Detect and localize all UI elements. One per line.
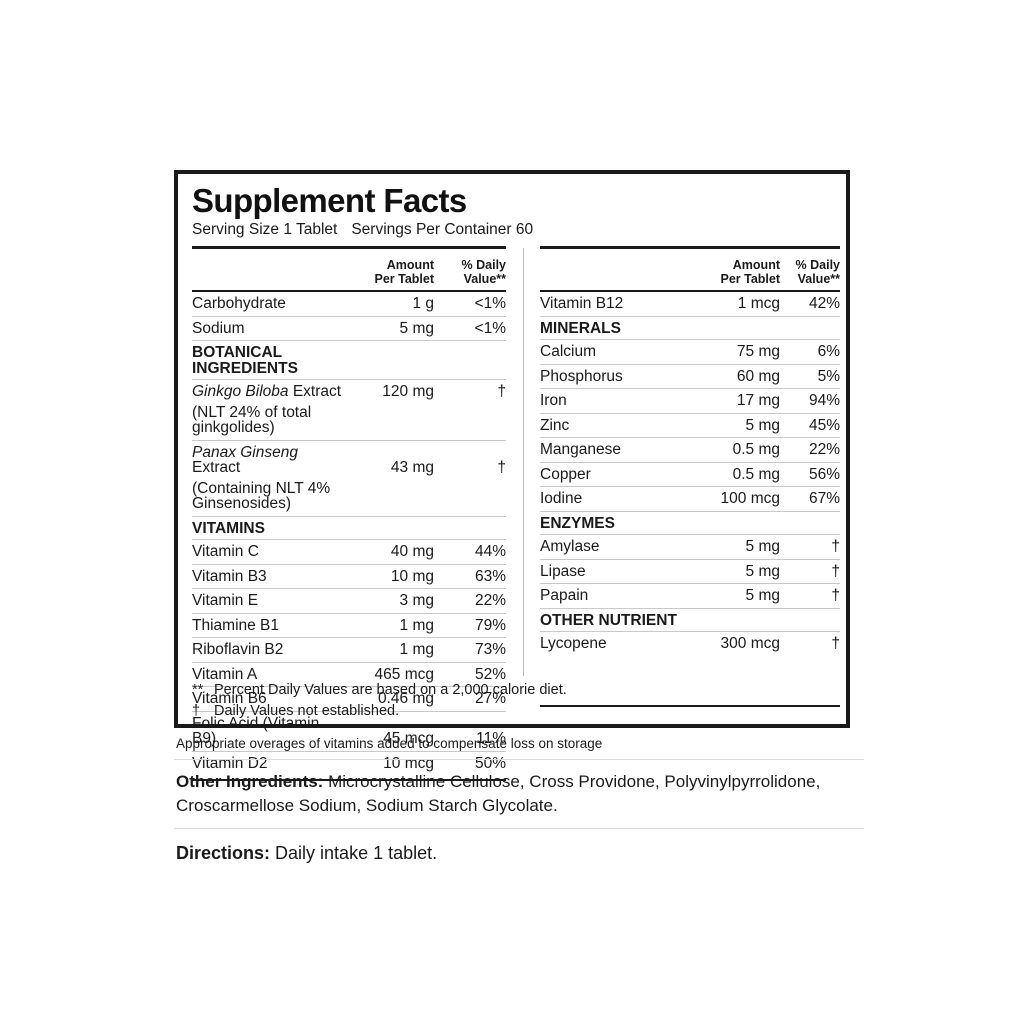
directions-text: Daily intake 1 tablet.	[270, 843, 438, 864]
table-row: Zinc 5 mg 45%	[540, 412, 840, 438]
nutrition-column-right: Amount Per Tablet % Daily Value**	[532, 246, 840, 724]
footnote-percent-daily-value: ** Percent Daily Values are based on a 2…	[192, 680, 692, 701]
nutrition-columns: Amount Per Tablet % Daily Value**	[192, 246, 840, 781]
header-amount-line2: Per Tablet	[374, 272, 434, 286]
other-ingredients-block: Other Ingredients: Microcrystalline Cell…	[174, 760, 864, 828]
table-row: Vitamin C 40 mg 44%	[192, 539, 506, 564]
header-dv-line2: Value**	[463, 272, 506, 286]
table-row: Folic Acid (Vitamin B9) 45 mcg 11%	[192, 710, 506, 751]
ingredient-subtext: (NLT 24% of total ginkgolides)	[192, 403, 312, 436]
ingredient-subtext: (Containing NLT 4% Ginsenosides)	[192, 479, 331, 512]
table-row: Papain 5 mg †	[540, 583, 840, 608]
serving-size-text: Serving Size 1 Tablet	[192, 220, 338, 238]
table-row: Carbohydrate 1 g <1%	[192, 295, 506, 312]
serving-info: Serving Size 1 Tablet Servings Per Contai…	[192, 221, 832, 240]
header-amount-line1: Amount	[732, 258, 780, 272]
directions-block: Directions: Daily intake 1 tablet.	[174, 829, 864, 877]
below-panel-content: Appropriate overages of vitamins added t…	[174, 732, 864, 877]
table-row: Vitamin E 3 mg 22%	[192, 588, 506, 613]
table-row: Sodium 5 mg <1%	[192, 315, 506, 341]
header-amount: Amount Per Tablet	[688, 255, 780, 291]
directions-label: Directions:	[176, 843, 271, 864]
ingredient-name-ginkgo: Ginkgo Biloba Extract	[192, 379, 342, 404]
table-row: Lycopene 300 mcg †	[540, 631, 840, 656]
table-row: Vitamin D2 10 mcg 50%	[192, 750, 506, 775]
footnote-mark-dagger: †	[192, 702, 201, 719]
scientific-name: Panax Ginseng	[192, 443, 298, 461]
table-row: Vitamin A 465 mcg 52%	[192, 661, 506, 687]
overages-note: Appropriate overages of vitamins added t…	[176, 736, 603, 751]
header-daily-value: % Daily Value**	[780, 255, 840, 291]
table-row: Riboflavin B2 1 mg 73%	[192, 637, 506, 662]
table-row: Amylase 5 mg †	[540, 534, 840, 559]
column-end-rule-left	[192, 779, 506, 781]
column-end-rule-right	[540, 704, 840, 707]
table-row: Thiamine B1 1 mg 79%	[192, 612, 506, 638]
column-divider	[514, 246, 532, 724]
scientific-name: Ginkgo Biloba	[192, 383, 289, 400]
header-amount: Amount Per Tablet	[342, 255, 434, 291]
group-header-other-nutrient: OTHER NUTRIENT	[540, 607, 840, 632]
nutrition-table-left: Amount Per Tablet % Daily Value**	[192, 246, 506, 775]
table-row: Vitamin B6 0.46 mg 27%	[192, 686, 506, 711]
footnote-mark-asterisk: **	[192, 682, 204, 698]
table-row: Copper 0.5 mg 56%	[540, 461, 840, 487]
divider-line	[174, 759, 864, 761]
footnote-daily-value-not-established: † Daily Values not established.	[192, 701, 692, 722]
footnote-text: Percent Daily Values are based on a 2,00…	[214, 682, 567, 698]
nutrition-table-right: Amount Per Tablet % Daily Value**	[540, 246, 840, 656]
table-row: Lipase 5 mg †	[540, 558, 840, 584]
group-header-enzymes: ENZYMES	[540, 510, 840, 535]
table-row: Calcium 75 mg 6%	[540, 339, 840, 364]
table-header-row: Amount Per Tablet % Daily Value**	[192, 255, 506, 291]
other-ingredients-label: Other Ingredients:	[176, 772, 324, 792]
table-row: Vitamin B3 10 mg 63%	[192, 563, 506, 589]
footnote-text: Daily Values not established.	[214, 702, 400, 719]
divider-line	[174, 828, 864, 830]
header-daily-value: % Daily Value**	[434, 255, 506, 291]
table-row: Manganese 0.5 mg 22%	[540, 437, 840, 462]
servings-per-container-text: Servings Per Container 60	[351, 220, 534, 238]
page-title: Supplement Facts	[192, 182, 467, 219]
table-row: Panax Ginseng Extract 43 mg †	[192, 439, 506, 480]
footnotes: ** Percent Daily Values are based on a 2…	[192, 680, 692, 721]
table-row: Iron 17 mg 94%	[540, 388, 840, 413]
table-row: Phosphorus 60 mg 5%	[540, 363, 840, 389]
table-header-row: Amount Per Tablet % Daily Value**	[540, 255, 840, 291]
supplement-facts-panel: Supplement Facts Serving Size 1 Tablet Se…	[174, 170, 850, 781]
ingredient-name-ginseng: Panax Ginseng Extract	[192, 439, 342, 480]
header-dv-line1: % Daily	[461, 258, 506, 272]
nutrition-column-left: Amount Per Tablet % Daily Value**	[192, 246, 514, 781]
table-row: Ginkgo Biloba Extract 120 mg †	[192, 379, 506, 404]
header-amount-line2: Per Tablet	[720, 272, 780, 286]
other-ingredients-text: Microcrystalline Cellulose, Cross Provid…	[176, 772, 821, 816]
group-header-minerals: MINERALS	[540, 315, 840, 340]
group-header-vitamins: VITAMINS	[192, 515, 506, 540]
header-dv-line1: % Daily	[795, 258, 840, 272]
table-row: Iodine 100 mcg 67%	[540, 486, 840, 511]
table-row: Vitamin B12 1 mcg 42%	[540, 295, 840, 312]
header-amount-line1: Amount	[386, 258, 434, 272]
header-dv-line2: Value**	[797, 272, 840, 286]
group-header-botanical: BOTANICAL INGREDIENTS	[192, 340, 506, 380]
